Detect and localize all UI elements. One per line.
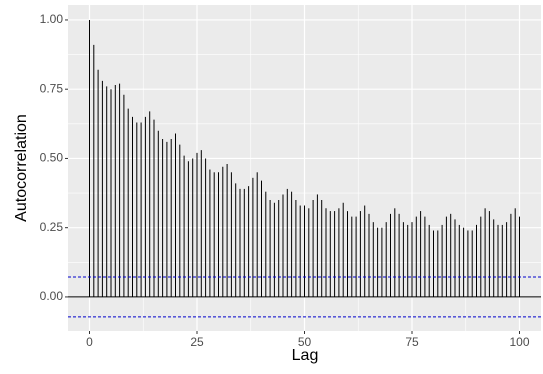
y-tick-label: 1.00 [40,12,64,26]
x-axis-title: Lag [292,347,319,364]
x-tick-label: 75 [405,335,419,349]
y-tick-label: 0.75 [40,81,64,95]
y-tick-label: 0.50 [40,151,64,165]
y-tick-label: 0.00 [40,289,64,303]
x-tick-label: 25 [190,335,204,349]
y-axis-title: Autocorrelation [13,114,30,222]
x-tick-label: 0 [86,335,93,349]
x-tick-label: 50 [298,335,312,349]
y-tick-label: 0.25 [40,220,64,234]
x-tick-label: 100 [509,335,529,349]
